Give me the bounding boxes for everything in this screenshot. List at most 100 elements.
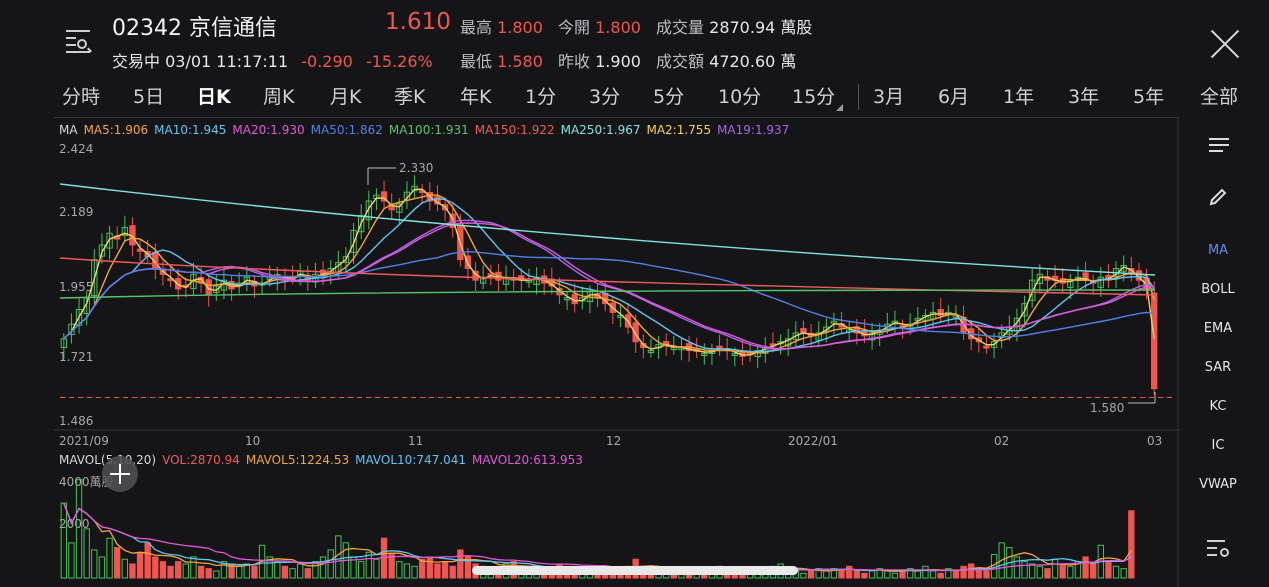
indicator-ic[interactable]: IC (1211, 438, 1225, 453)
close-icon[interactable] (1208, 27, 1242, 61)
tab-5day[interactable]: 5日 (133, 86, 165, 108)
volume-bar (907, 568, 914, 579)
tab-15min[interactable]: 15分 (792, 86, 836, 108)
tab-1year[interactable]: 1年 (1003, 86, 1035, 108)
stats-row-1: 最高 1.800 今開 1.800 成交量 2870.94 萬股 (460, 14, 812, 38)
dropdown-triangle-icon[interactable] (836, 104, 843, 111)
indicator-boll[interactable]: BOLL (1201, 282, 1235, 297)
price-change: -0.290 (301, 52, 353, 71)
indicator-kc[interactable]: KC (1209, 399, 1227, 414)
volume-bar (1036, 565, 1043, 579)
y-tick-label: 2.189 (59, 205, 93, 219)
volume-bar (952, 570, 960, 579)
trade-time: 03/01 11:17:11 (165, 52, 289, 71)
candle-body (1036, 273, 1043, 284)
volume-bar (83, 528, 90, 579)
volume-bar (861, 572, 868, 579)
volume-bar (998, 542, 1005, 579)
x-tick-label: 2021/09 (59, 434, 109, 448)
volume-bar (899, 570, 906, 579)
tab-5min[interactable]: 5分 (653, 86, 685, 108)
tab-yearly-k[interactable]: 年K (460, 86, 492, 108)
tab-intraday[interactable]: 分時 (62, 86, 101, 108)
candle-body (342, 256, 350, 263)
volume-bar (914, 570, 921, 579)
indicator-ema[interactable]: EMA (1203, 321, 1233, 336)
volume-bar (396, 561, 403, 579)
tab-3year[interactable]: 3年 (1068, 86, 1100, 108)
candle-body (380, 191, 388, 202)
vol-legend-item-3: MAVOL10:747.041 (355, 453, 466, 467)
volume-bar (182, 563, 189, 579)
ma-legend-item-3: MA20:1.930 (232, 123, 305, 137)
candle-body (396, 203, 403, 213)
volume-bar (1128, 510, 1135, 579)
volume-bar (205, 568, 212, 579)
volume-bar (922, 565, 929, 579)
tab-5year[interactable]: 5年 (1133, 86, 1165, 108)
ma-legend-item-7: MA250:1.967 (560, 123, 641, 137)
stock-code: 02342 (112, 16, 182, 41)
volume-bar (876, 568, 883, 579)
candle-body (350, 229, 357, 253)
volume-bar (167, 565, 174, 579)
add-icon[interactable] (102, 456, 138, 492)
pencil-icon[interactable] (1207, 186, 1229, 208)
low-value: 1.580 (497, 52, 543, 71)
volume-bar (289, 568, 296, 579)
volume-bar (220, 561, 228, 579)
volume-bar (815, 568, 822, 579)
x-tick-label: 2022/01 (788, 434, 838, 448)
ma-line (63, 250, 1155, 340)
tab-3min[interactable]: 3分 (589, 86, 621, 108)
volume-bar (319, 556, 327, 579)
ma-line (63, 194, 1155, 354)
settings-list-icon[interactable] (1207, 538, 1231, 560)
ma-line (63, 188, 1155, 356)
tab-daily-k[interactable]: 日K (197, 86, 231, 108)
price-change-pct: -15.26% (365, 52, 433, 71)
volume-bar (884, 570, 891, 579)
volume-bar (144, 542, 151, 579)
candle-body (823, 326, 830, 332)
tab-1min[interactable]: 1分 (525, 86, 557, 108)
candle-body (792, 332, 799, 341)
candle-body (731, 352, 738, 356)
ma-legend-item-6: MA150:1.922 (474, 123, 555, 137)
kline-chart[interactable]: 2.424 2.189 1.955 1.721 1.486 2021/09 10 11 12 20… (0, 0, 1180, 587)
candle-body (563, 297, 571, 301)
candle-body (868, 332, 876, 341)
indicator-vwap[interactable]: VWAP (1199, 477, 1237, 492)
tab-weekly-k[interactable]: 周K (263, 86, 295, 108)
ma100-line (59, 289, 1156, 299)
mavol-line (63, 502, 1132, 572)
tab-6month[interactable]: 6月 (938, 86, 970, 108)
indicator-ma[interactable]: MA (1207, 243, 1229, 258)
volume-bar (434, 563, 441, 579)
low-label: 最低 (460, 52, 493, 71)
volume-bar (929, 570, 937, 579)
quote-header: 02342 京信通信 1.610 交易中 03/01 11:17:11 -0.2… (0, 0, 1269, 80)
tab-3month[interactable]: 3月 (873, 86, 905, 108)
candle-body (411, 185, 418, 192)
tab-monthly-k[interactable]: 月K (330, 86, 362, 108)
volume-bar (152, 556, 159, 579)
volume-bar (1120, 568, 1127, 579)
indicator-sar[interactable]: SAR (1204, 360, 1232, 375)
volume-bar (75, 479, 83, 579)
ma-legend-item-0: MA (59, 123, 78, 137)
search-list-icon[interactable] (66, 30, 92, 53)
volume-bar (823, 570, 830, 579)
stats-row-2: 最低 1.580 昨收 1.900 成交額 4720.60 萬 (460, 48, 796, 72)
tab-10min[interactable]: 10分 (718, 86, 762, 108)
list-icon[interactable] (1209, 138, 1229, 154)
ma-legend-item-9: MA19:1.937 (717, 123, 790, 137)
trade-status: 交易中 (112, 52, 161, 71)
scrollbar[interactable] (472, 566, 798, 575)
tab-all[interactable]: 全部 (1200, 86, 1239, 108)
volume-bar (1082, 556, 1089, 579)
candle-body (75, 308, 83, 326)
volume-bar (800, 572, 807, 579)
tab-quarterly-k[interactable]: 季K (394, 86, 426, 108)
ma-line (63, 197, 1155, 353)
